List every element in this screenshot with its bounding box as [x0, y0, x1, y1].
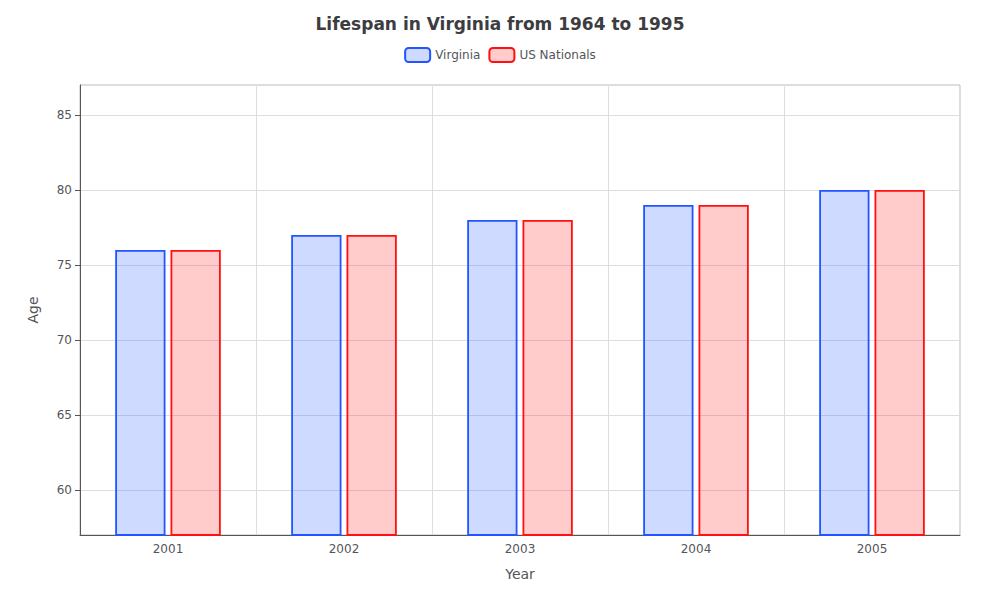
svg-text:60: 60: [57, 483, 72, 497]
svg-text:75: 75: [57, 258, 72, 272]
svg-text:Age: Age: [25, 296, 41, 323]
svg-text:2005: 2005: [857, 542, 888, 556]
svg-text:2004: 2004: [681, 542, 712, 556]
svg-text:65: 65: [57, 408, 72, 422]
svg-text:US Nationals: US Nationals: [519, 48, 595, 62]
svg-text:2002: 2002: [329, 542, 360, 556]
svg-text:80: 80: [57, 183, 72, 197]
svg-text:85: 85: [57, 108, 72, 122]
svg-text:2003: 2003: [505, 542, 536, 556]
svg-text:Virginia: Virginia: [435, 48, 480, 62]
svg-text:Year: Year: [504, 566, 535, 582]
svg-text:2001: 2001: [153, 542, 184, 556]
svg-text:Lifespan in Virginia from 1964: Lifespan in Virginia from 1964 to 1995: [316, 14, 685, 34]
svg-text:70: 70: [57, 333, 72, 347]
